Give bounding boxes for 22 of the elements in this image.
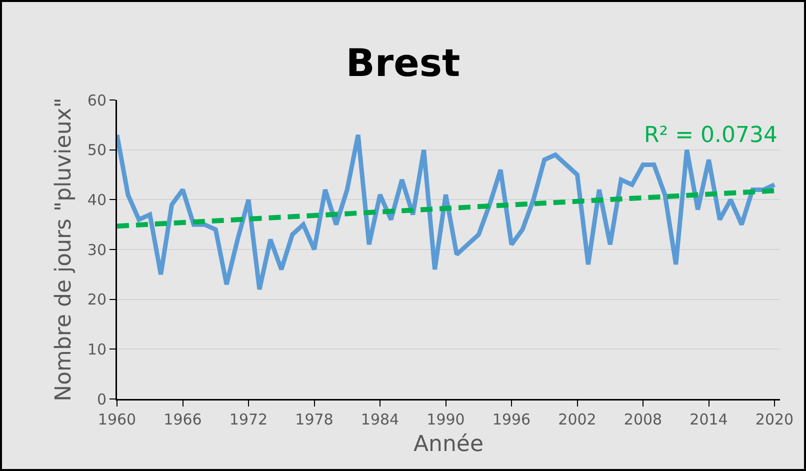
y-tick-label: 50 xyxy=(87,141,106,160)
x-tick-label: 2014 xyxy=(690,410,728,428)
y-tick-label: 20 xyxy=(87,290,106,309)
y-tick-label: 0 xyxy=(96,390,106,408)
chart-title: Brest xyxy=(346,41,460,86)
y-tick-label: 60 xyxy=(87,91,106,110)
y-axis-title: Nombre de jours "pluvieux" xyxy=(51,98,76,402)
annotation: R² = 0.0734 xyxy=(644,123,778,148)
x-tick-label: 1960 xyxy=(98,410,136,428)
x-tick-label: 2008 xyxy=(624,410,662,428)
y-tick-label: 40 xyxy=(87,190,106,209)
x-tick-label: 1996 xyxy=(492,410,531,428)
x-tick-label: 2020 xyxy=(755,410,794,428)
y-tick-label: 30 xyxy=(87,240,106,259)
x-tick-label: 1984 xyxy=(360,410,400,428)
x-tick-label: 1978 xyxy=(295,410,334,428)
y-tick-label: 10 xyxy=(87,340,106,358)
x-axis-title: Année xyxy=(413,432,484,458)
x-tick-label: 1990 xyxy=(426,410,465,428)
x-tick-label: 1972 xyxy=(229,410,268,428)
x-tick-label: 2002 xyxy=(558,410,596,428)
x-tick-label: 1966 xyxy=(164,410,202,428)
